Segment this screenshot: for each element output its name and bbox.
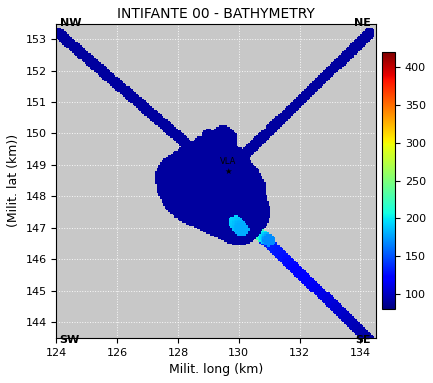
Text: VLA
★: VLA ★ (220, 157, 236, 176)
X-axis label: Milit. long (km): Milit. long (km) (169, 363, 263, 376)
Y-axis label: (Milit. lat (km)): (Milit. lat (km)) (7, 134, 20, 227)
Text: SE: SE (355, 335, 371, 345)
Text: NE: NE (354, 18, 371, 28)
Text: SW: SW (59, 335, 80, 345)
Title: INTIFANTE 00 - BATHYMETRY: INTIFANTE 00 - BATHYMETRY (117, 7, 315, 21)
Text: NW: NW (59, 18, 81, 28)
